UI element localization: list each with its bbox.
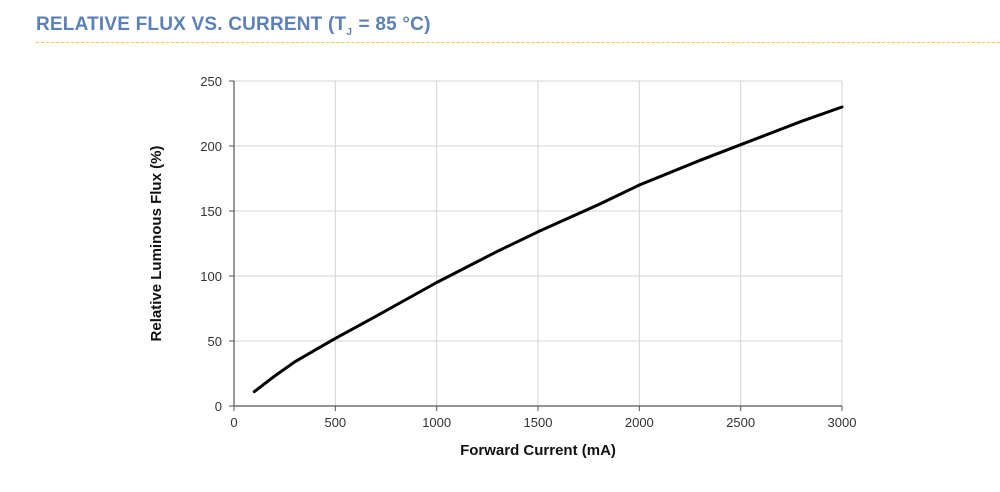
y-tick-label: 0 (215, 399, 222, 414)
y-tick-label: 200 (200, 139, 222, 154)
title-divider (36, 42, 1000, 43)
x-tick-label: 2000 (625, 415, 654, 430)
y-tick-label: 50 (208, 334, 222, 349)
x-tick-label: 0 (230, 415, 237, 430)
y-axis-title: Relative Luminous Flux (%) (148, 146, 165, 342)
series-lines (252, 105, 844, 394)
x-axis-title: Forward Current (mA) (460, 442, 616, 459)
x-tick-label: 2500 (726, 415, 755, 430)
title-prefix: RELATIVE FLUX VS. CURRENT (T (36, 14, 347, 35)
chart-axes (229, 80, 843, 411)
x-tick-label: 1500 (524, 415, 553, 430)
x-tick-label: 500 (324, 415, 346, 430)
title-subscript: J (346, 27, 353, 38)
tick-labels: 0 500 1000 1500 2000 2500 3000 0 50 100 150 200 250 (200, 74, 856, 430)
series-line (252, 105, 844, 394)
grid-lines (234, 80, 843, 406)
x-tick-label: 3000 (828, 415, 857, 430)
y-tick-label: 100 (200, 269, 222, 284)
y-tick-label: 150 (200, 204, 222, 219)
title-suffix: = 85 °C) (353, 14, 431, 35)
page-title: RELATIVE FLUX VS. CURRENT (TJ = 85 °C) (36, 14, 431, 38)
y-tick-label: 250 (200, 74, 222, 89)
x-tick-label: 1000 (422, 415, 451, 430)
